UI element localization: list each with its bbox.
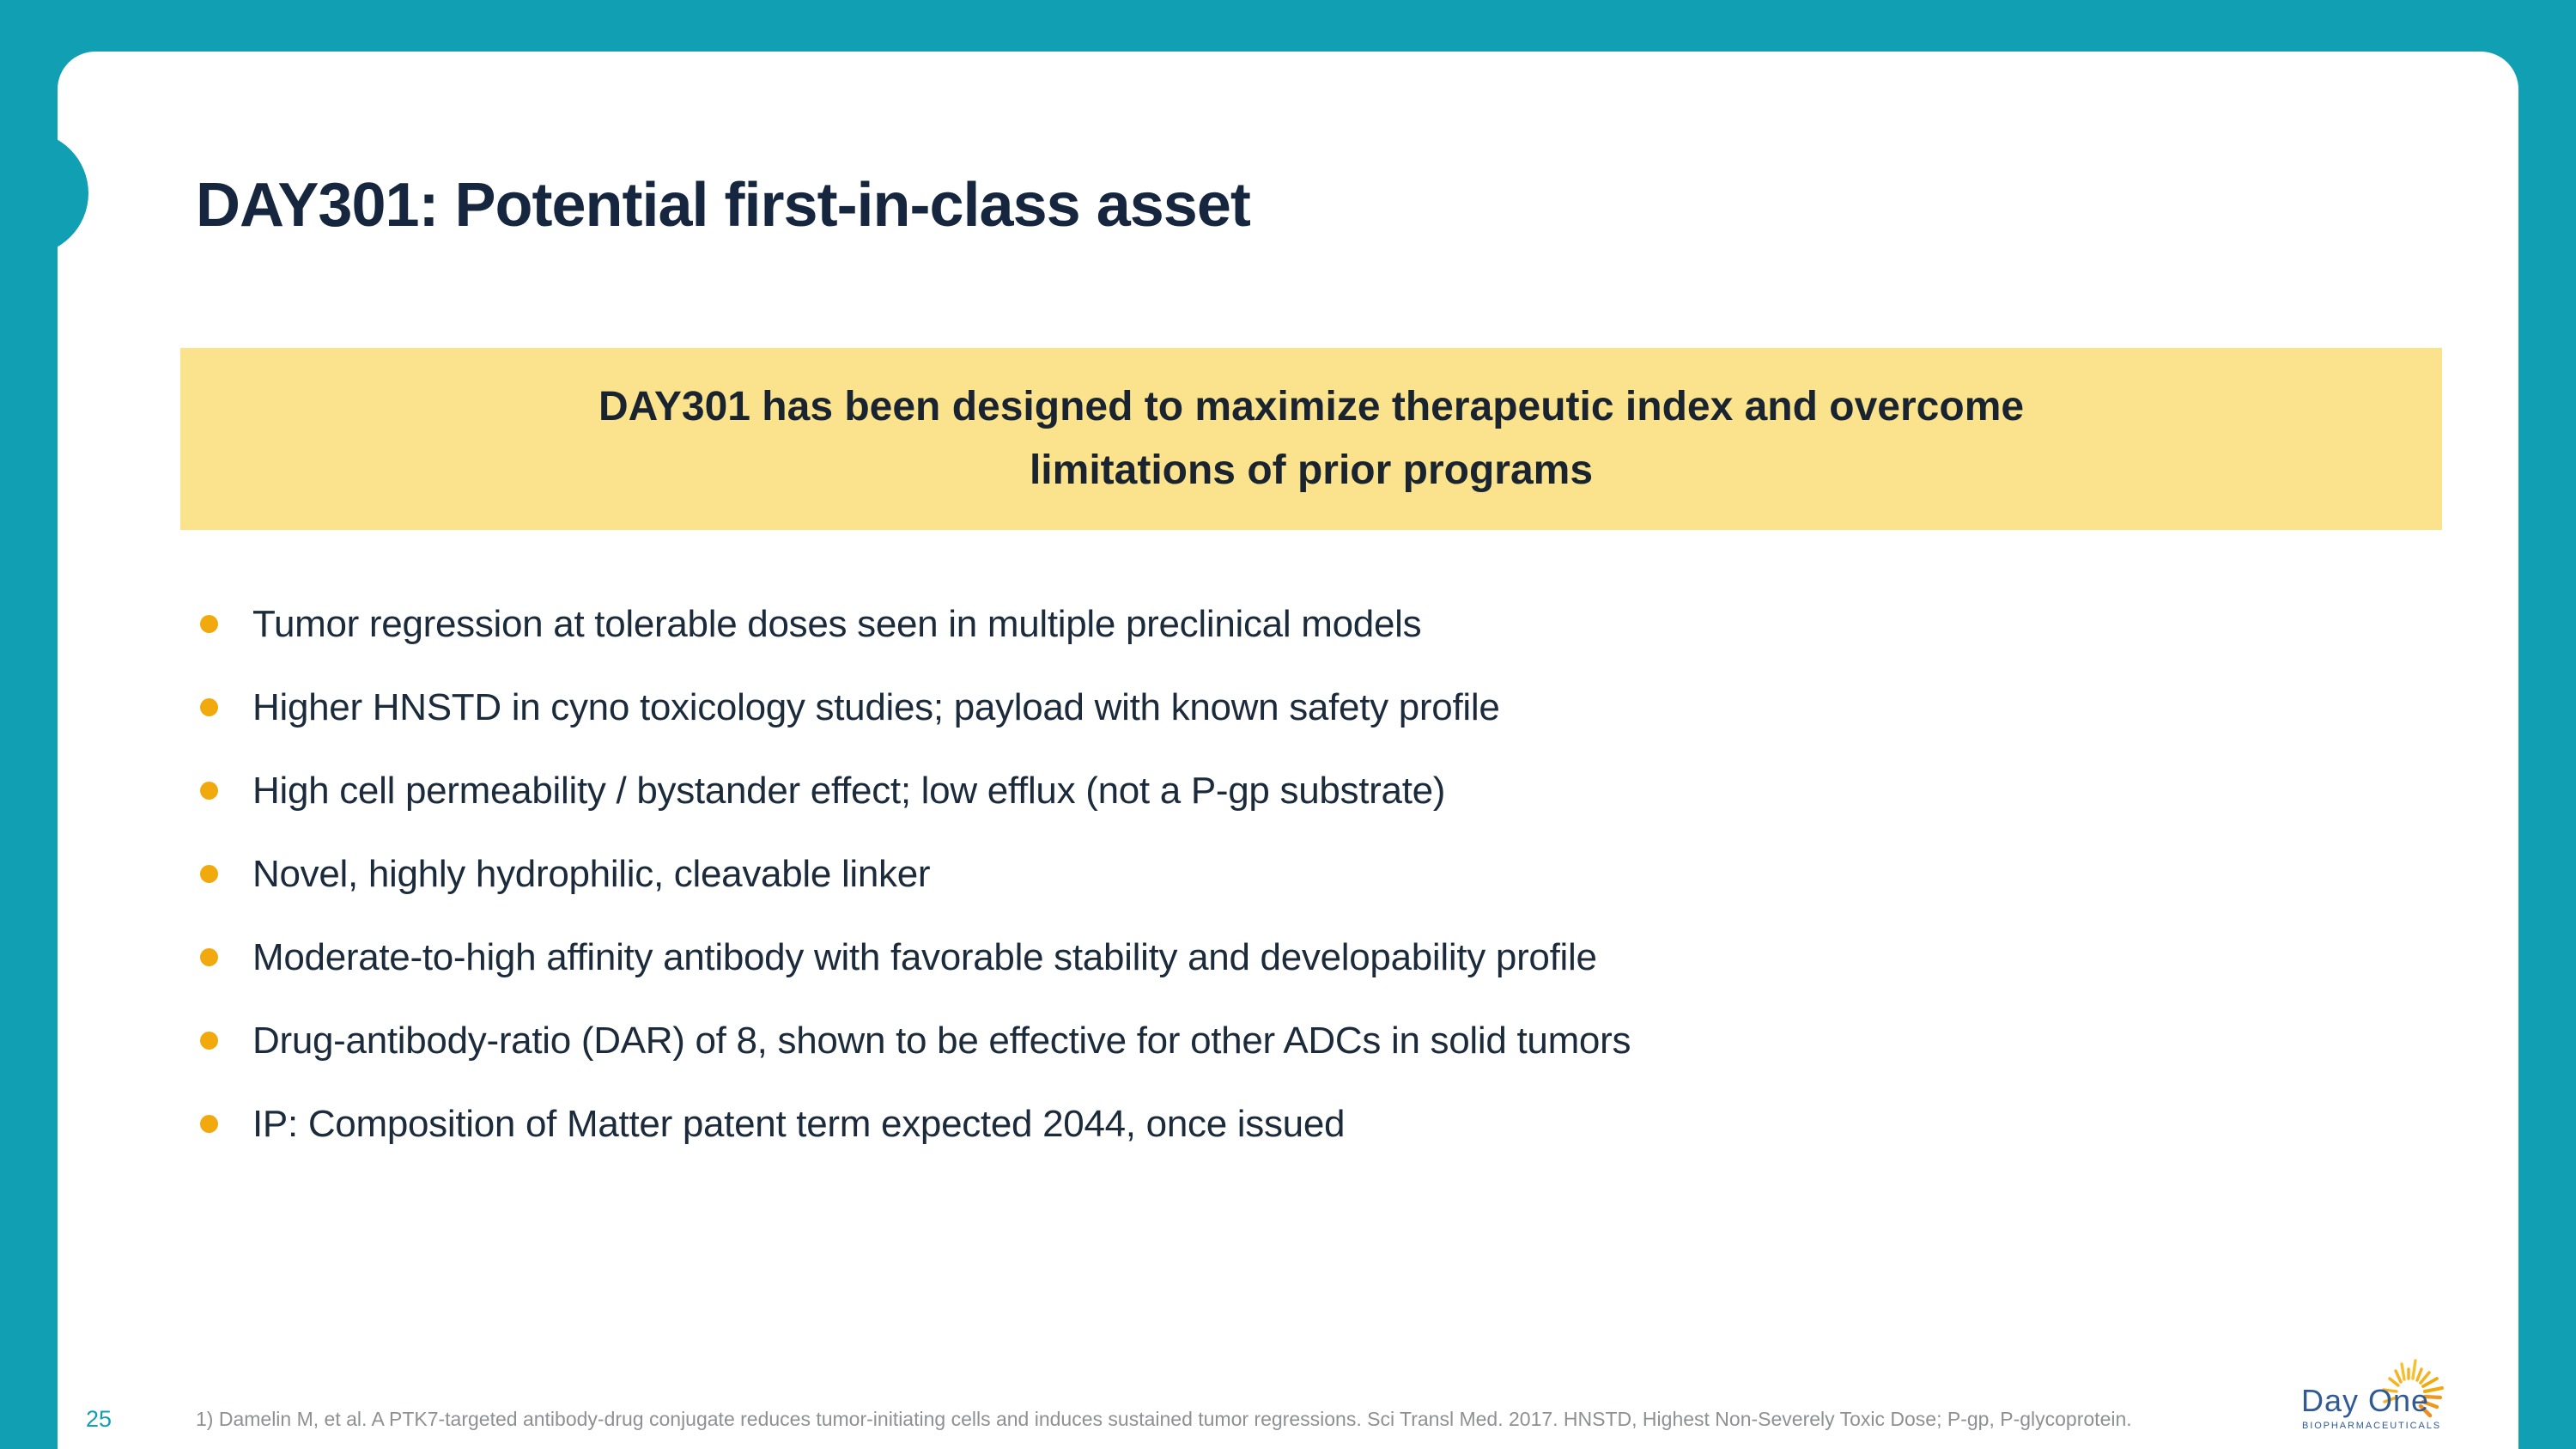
bullet-icon — [200, 1032, 218, 1050]
bullet-icon — [200, 698, 218, 716]
list-item: Higher HNSTD in cyno toxicology studies;… — [196, 666, 2428, 749]
bullet-text: Higher HNSTD in cyno toxicology studies;… — [252, 685, 1500, 728]
bullet-text: IP: Composition of Matter patent term ex… — [252, 1102, 1346, 1145]
list-item: Tumor regression at tolerable doses seen… — [196, 582, 2428, 666]
logo-wordmark: Day One — [2301, 1383, 2430, 1418]
list-item: Drug-antibody-ratio (DAR) of 8, shown to… — [196, 999, 2428, 1082]
footnote-text: 1) Damelin M, et al. A PTK7-targeted ant… — [196, 1407, 2132, 1430]
page-number: 25 — [86, 1405, 112, 1432]
list-item: High cell permeability / bystander effec… — [196, 749, 2428, 832]
bullet-icon — [200, 1115, 218, 1133]
bullet-icon — [200, 865, 218, 883]
bullet-text: Drug-antibody-ratio (DAR) of 8, shown to… — [252, 1019, 1631, 1062]
bullet-icon — [200, 615, 218, 633]
bullet-icon — [200, 948, 218, 966]
slide-content-card — [58, 52, 2518, 1449]
highlight-line-2: limitations of prior programs — [1029, 447, 1594, 493]
logo-subtext: BIOPHARMACEUTICALS — [2302, 1421, 2441, 1431]
bullet-text: Moderate-to-high affinity antibody with … — [252, 935, 1597, 978]
bullet-text: High cell permeability / bystander effec… — [252, 769, 1446, 812]
bullet-text: Tumor regression at tolerable doses seen… — [252, 602, 1422, 645]
highlight-box: DAY301 has been designed to maximize the… — [180, 348, 2442, 530]
list-item: Novel, highly hydrophilic, cleavable lin… — [196, 832, 2428, 916]
list-item: IP: Composition of Matter patent term ex… — [196, 1082, 2428, 1166]
list-item: Moderate-to-high affinity antibody with … — [196, 916, 2428, 999]
bullet-icon — [200, 782, 218, 800]
slide-footer: 25 1) Damelin M, et al. A PTK7-targeted … — [0, 1398, 2518, 1440]
sunburst-icon — [2382, 1359, 2444, 1418]
highlight-line-1: DAY301 has been designed to maximize the… — [598, 384, 2025, 429]
bullet-text: Novel, highly hydrophilic, cleavable lin… — [252, 852, 931, 895]
day-one-logo: Day One BIOPHARMACEUTICALS — [2298, 1355, 2470, 1437]
page-title: DAY301: Potential first-in-class asset — [196, 171, 1251, 240]
bullet-list: Tumor regression at tolerable doses seen… — [196, 582, 2428, 1166]
